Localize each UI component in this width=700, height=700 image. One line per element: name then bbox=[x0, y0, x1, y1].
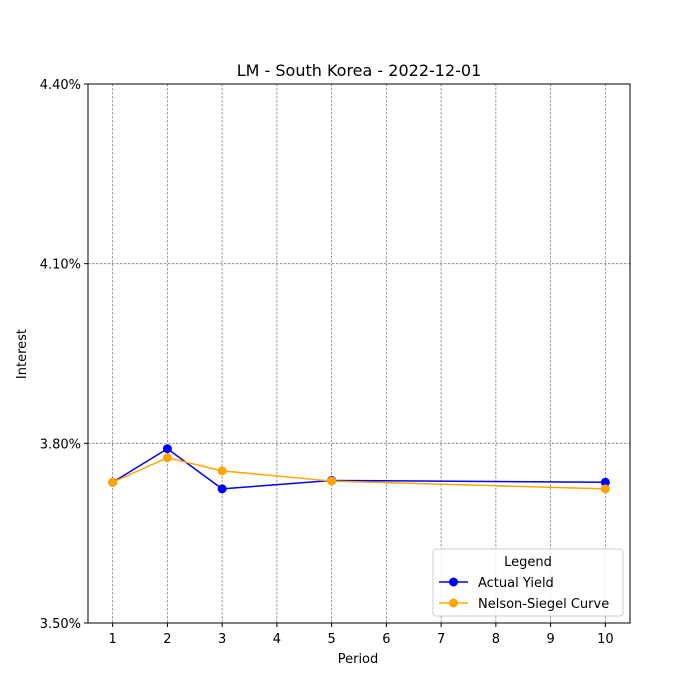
x-tick-label: 1 bbox=[108, 632, 116, 647]
legend-entries: Actual Yield Nelson-Siegel Curve bbox=[439, 576, 609, 612]
x-tick-label: 4 bbox=[273, 632, 281, 647]
y-axis-label: Interest bbox=[15, 329, 30, 379]
legend: Legend Actual Yield Nelson-Siegel Curve bbox=[432, 548, 624, 617]
x-tick-label: 6 bbox=[382, 632, 390, 647]
legend-title: Legend bbox=[504, 555, 552, 570]
plot-frame bbox=[87, 83, 631, 624]
x-tick-label: 2 bbox=[163, 632, 171, 647]
series-point-0 bbox=[162, 444, 172, 454]
legend-box bbox=[432, 548, 624, 617]
y-tick-label: 3.50% bbox=[40, 617, 81, 632]
x-tick-label: 5 bbox=[327, 632, 335, 647]
legend-marker-0 bbox=[449, 577, 458, 587]
x-axis-label: Period bbox=[338, 652, 379, 667]
legend-marker-1 bbox=[449, 598, 458, 608]
y-tick-label: 3.80% bbox=[40, 437, 81, 452]
series-point-1 bbox=[217, 466, 227, 476]
series-point-1 bbox=[327, 476, 337, 486]
x-tick-label: 7 bbox=[437, 632, 445, 647]
series-layer bbox=[108, 444, 610, 494]
x-tick-label: 3 bbox=[218, 632, 226, 647]
legend-label-0: Actual Yield bbox=[478, 576, 554, 591]
series-point-1 bbox=[108, 477, 118, 487]
y-tick-label: 4.40% bbox=[40, 78, 81, 93]
x-tick-label: 8 bbox=[492, 632, 500, 647]
x-tick-label: 10 bbox=[597, 632, 614, 647]
legend-label-1: Nelson-Siegel Curve bbox=[478, 597, 609, 612]
chart-title: LM - South Korea - 2022-12-01 bbox=[237, 61, 482, 80]
series-point-0 bbox=[217, 484, 227, 494]
y-tick-label: 4.10% bbox=[40, 258, 81, 273]
x-tick-label: 9 bbox=[546, 632, 554, 647]
series-point-1 bbox=[162, 453, 172, 463]
ticks: 1 2 3 4 5 6 7 8 9 10 3.50% 3.80% 4.10% 4.40% bbox=[40, 78, 614, 647]
series-point-1 bbox=[600, 484, 610, 494]
